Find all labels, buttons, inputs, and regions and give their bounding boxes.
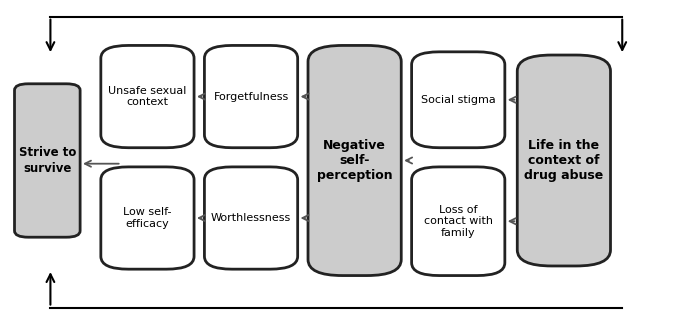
Text: Negative
self-
perception: Negative self- perception bbox=[317, 139, 392, 182]
FancyBboxPatch shape bbox=[204, 46, 298, 148]
Text: Forgetfulness: Forgetfulness bbox=[213, 91, 289, 101]
FancyBboxPatch shape bbox=[15, 84, 80, 237]
FancyBboxPatch shape bbox=[101, 167, 194, 269]
Text: Low self-
efficacy: Low self- efficacy bbox=[123, 207, 172, 229]
Text: Unsafe sexual
context: Unsafe sexual context bbox=[108, 86, 187, 108]
FancyBboxPatch shape bbox=[101, 46, 194, 148]
FancyBboxPatch shape bbox=[412, 52, 505, 148]
Text: Worthlessness: Worthlessness bbox=[211, 213, 291, 223]
FancyBboxPatch shape bbox=[412, 167, 505, 275]
FancyBboxPatch shape bbox=[518, 55, 610, 266]
Text: Strive to
survive: Strive to survive bbox=[19, 146, 76, 175]
Text: Life in the
context of
drug abuse: Life in the context of drug abuse bbox=[525, 139, 603, 182]
Text: Social stigma: Social stigma bbox=[421, 95, 495, 105]
FancyBboxPatch shape bbox=[204, 167, 298, 269]
Text: Loss of
contact with
family: Loss of contact with family bbox=[424, 204, 493, 238]
FancyBboxPatch shape bbox=[308, 46, 401, 275]
